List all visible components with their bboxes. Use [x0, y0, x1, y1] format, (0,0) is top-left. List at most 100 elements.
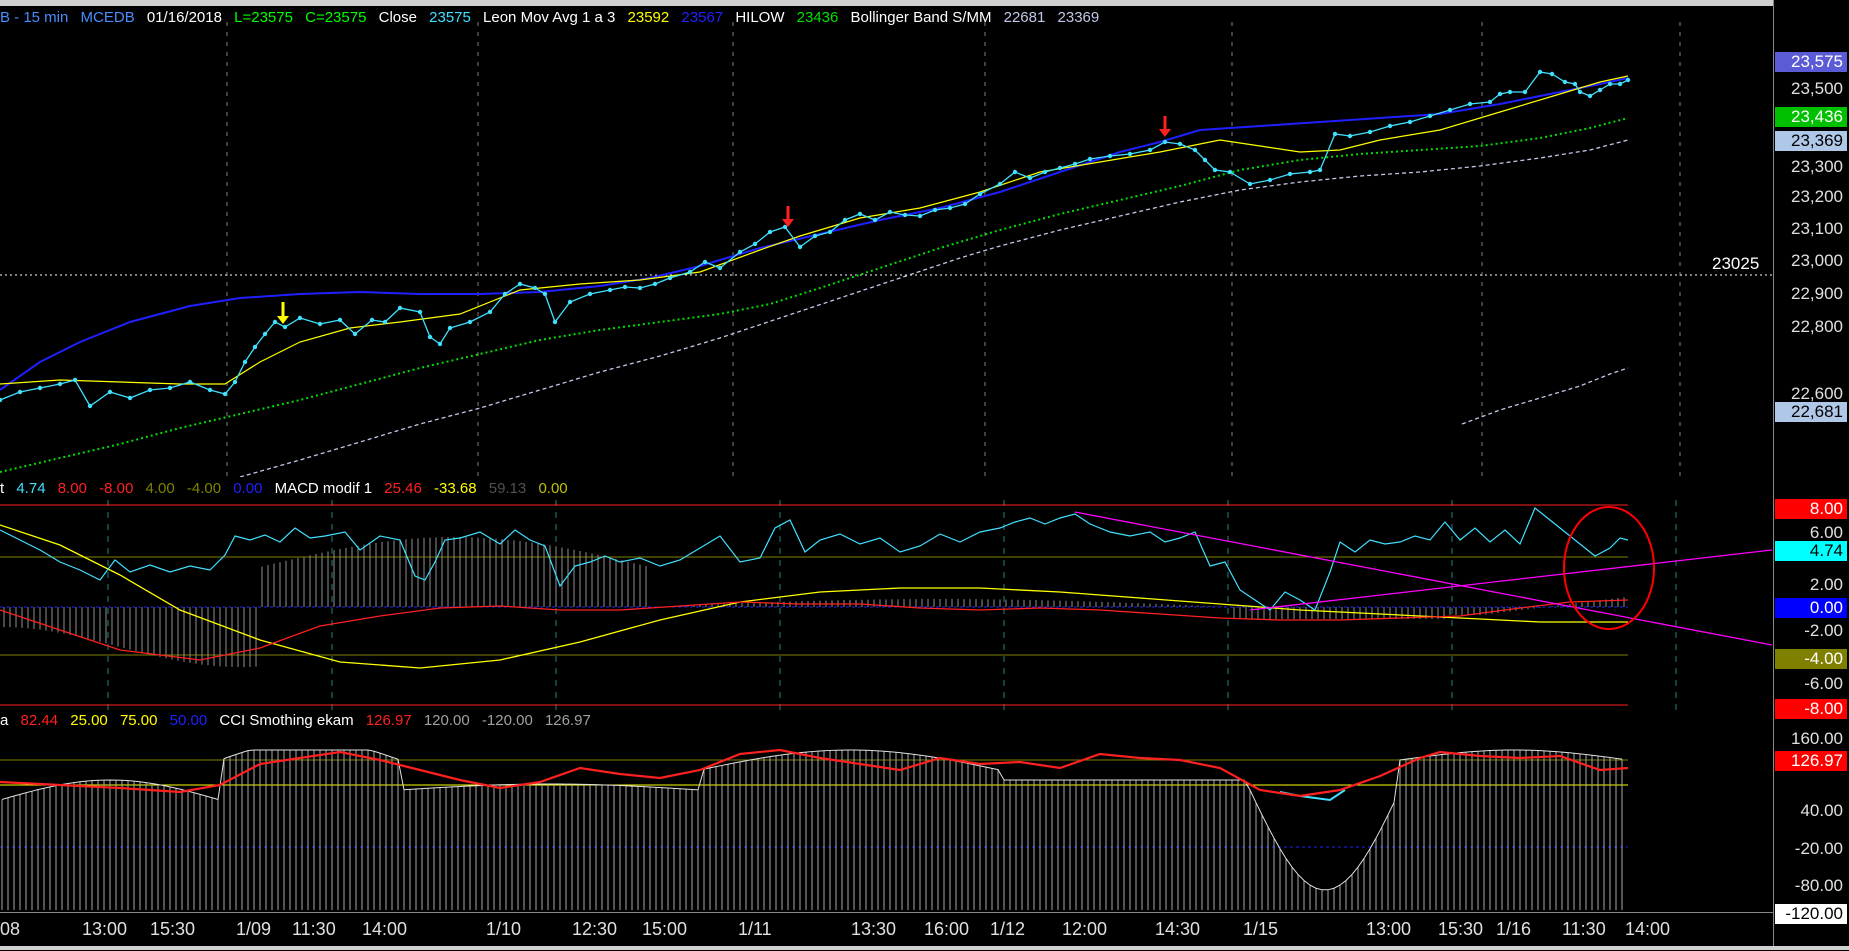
price-point [842, 217, 848, 223]
macd-value-10: 0.00 [538, 480, 568, 497]
bollinger-band-line [239, 139, 1629, 477]
price-chart-canvas [0, 22, 1772, 477]
price-point [1202, 157, 1208, 163]
axis-tick-label: 2.00 [1809, 575, 1843, 594]
price-point [232, 379, 238, 385]
time-axis-label: 14:00 [362, 919, 408, 939]
price-point [17, 389, 23, 395]
price-point [812, 233, 818, 239]
price-point [57, 381, 63, 387]
macd-label: MACD modif 1 [274, 480, 373, 497]
cci-value-8: 126.97 [544, 712, 591, 729]
macd-value-5: -4.00 [186, 480, 222, 497]
time-axis-label: 08 [0, 919, 21, 939]
mov-avg-fast-line [0, 75, 1629, 385]
price-point [1487, 99, 1493, 105]
price-point [297, 315, 303, 321]
price-point [1012, 169, 1018, 175]
price-point [167, 385, 173, 391]
price-point [857, 211, 863, 217]
cci-red-line [0, 748, 1629, 798]
time-axis-label: 13:00 [82, 919, 128, 939]
price-point [1387, 123, 1393, 129]
price-point [242, 359, 248, 365]
price-point [652, 281, 658, 287]
cci-value-7: -120.00 [481, 712, 533, 729]
macd-main-line [0, 507, 1629, 611]
trendline-1 [1074, 511, 1772, 646]
price-point [1407, 119, 1413, 125]
time-axis-label: 12:30 [572, 919, 618, 939]
axis-tick-label: 23,200 [1791, 187, 1843, 206]
macd-canvas [0, 500, 1772, 710]
axis-tick-label: -6.00 [1804, 674, 1843, 693]
close-value: 23575 [429, 9, 471, 26]
low-label: L=23575 [234, 9, 293, 26]
price-point [1287, 171, 1293, 177]
price-point [872, 217, 878, 223]
price-point [272, 319, 278, 325]
price-point [417, 309, 423, 315]
time-axis-label: 1/09 [236, 919, 272, 939]
axis-badge: 23,436 [1775, 107, 1847, 127]
price-point [1522, 89, 1528, 95]
hilow-value: 23436 [796, 9, 839, 26]
macd-value-9: 59.13 [488, 480, 527, 497]
axis-badge: 8.00 [1775, 499, 1847, 519]
mov-avg-value-1: 23592 [627, 9, 670, 26]
price-point [369, 317, 375, 323]
window-top-border [0, 0, 1849, 6]
price-point [1625, 77, 1631, 83]
price-time-gridlines [226, 22, 1681, 477]
price-point [1367, 129, 1373, 135]
hilow-label: HILOW [735, 9, 785, 26]
price-point [72, 377, 78, 383]
price-point [767, 229, 773, 235]
price-point [1587, 93, 1593, 99]
price-point [1537, 69, 1543, 75]
axis-tick-label: 6.00 [1809, 523, 1843, 542]
price-close-line [0, 71, 1629, 407]
macd-signal-line [0, 524, 1628, 669]
price-point [37, 385, 43, 391]
price-point [252, 344, 258, 350]
macd-histogram [3, 537, 1625, 667]
axis-tick-label: 23,000 [1791, 251, 1843, 270]
macd-prefix: t [0, 480, 5, 497]
price-point [1147, 147, 1153, 153]
price-point [0, 397, 3, 403]
price-point [1617, 81, 1623, 87]
price-point [752, 241, 758, 247]
macd-panel[interactable] [0, 500, 1772, 710]
axis-tick-label: 23,500 [1791, 79, 1843, 98]
axis-badge: -4.00 [1775, 649, 1847, 669]
axis-badge: -120.00 [1775, 904, 1847, 924]
price-point [552, 319, 558, 325]
cci-label: CCI Smothing ekam [219, 712, 354, 729]
cci-panel[interactable] [0, 730, 1772, 910]
time-axis-label: 1/12 [990, 919, 1026, 939]
macd-header: t 4.74 8.00 -8.00 4.00 -4.00 0.00 MACD m… [0, 479, 576, 499]
time-axis-label: 1/16 [1496, 919, 1532, 939]
axis-badge: 23,369 [1775, 131, 1847, 151]
price-point [127, 395, 133, 401]
price-point [1192, 147, 1198, 153]
price-point [947, 205, 953, 211]
price-point [1562, 79, 1568, 85]
time-axis-label: 15:00 [642, 919, 688, 939]
price-point [1447, 107, 1453, 113]
exchange-label: MCEDB [80, 9, 135, 26]
price-point [187, 379, 193, 385]
price-chart-panel[interactable]: 23025 [0, 22, 1772, 477]
price-point [1162, 139, 1168, 145]
cci-histogram [1, 750, 1623, 910]
price-point [737, 249, 743, 255]
red-arrow-signal-1 [782, 206, 794, 227]
price-point [687, 269, 693, 275]
price-point [467, 319, 473, 325]
price-chart-header: B - 15 min MCEDB 01/16/2018 L=23575 C=23… [0, 8, 1107, 28]
price-point [147, 387, 153, 393]
time-axis-label: 12:00 [1062, 919, 1108, 939]
hilow-line [0, 117, 1629, 473]
price-point [502, 291, 508, 297]
